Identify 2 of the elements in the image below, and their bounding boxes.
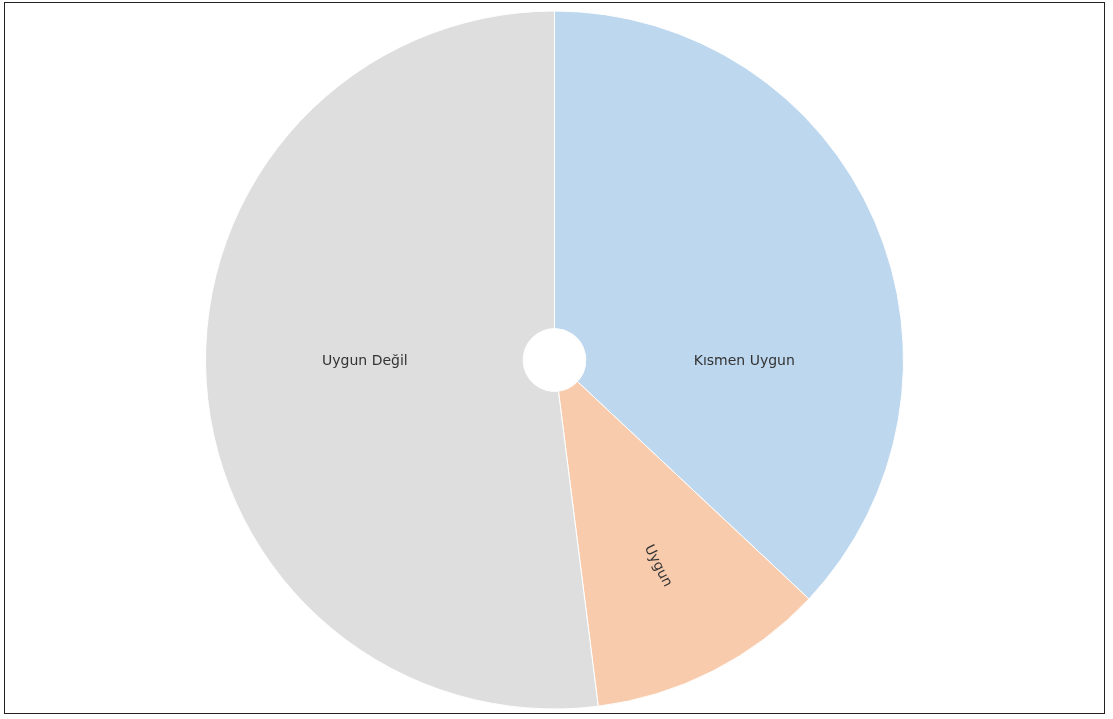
slice-label: Uygun Değil <box>322 352 408 368</box>
slice-label: Kısmen Uygun <box>693 352 795 368</box>
